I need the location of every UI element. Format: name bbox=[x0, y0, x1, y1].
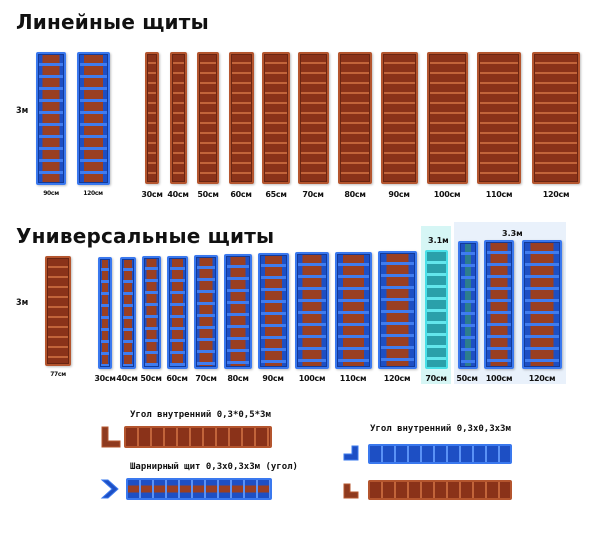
universal-red-panel-77 bbox=[45, 256, 71, 366]
linear-red-panel-70 bbox=[298, 52, 329, 184]
linear-red-panel-50 bbox=[197, 52, 219, 184]
linear-blue-label-90: 90см bbox=[43, 190, 59, 197]
universal-blue-panel-50 bbox=[142, 256, 161, 369]
linear-red-panel-40 bbox=[170, 52, 187, 184]
universal-height-label: 3м bbox=[16, 298, 29, 308]
universal-blue-label-50: 50см bbox=[140, 374, 162, 383]
universal-blue-label-60: 60см bbox=[166, 374, 188, 383]
universal-blue-panel-40 bbox=[120, 257, 136, 369]
group-3-1m-label: 3.1м bbox=[428, 236, 449, 245]
universal-3-1m-panel-70 bbox=[425, 250, 448, 369]
linear-red-label-100: 100см bbox=[433, 190, 461, 199]
linear-red-label-50: 50см bbox=[197, 190, 219, 199]
universal-blue-panel-110 bbox=[335, 252, 372, 369]
universal-3-3m-label-120: 120см bbox=[528, 374, 556, 383]
universal-blue-label-40: 40см bbox=[116, 374, 138, 383]
universal-blue-panel-70 bbox=[194, 255, 218, 369]
linear-red-label-70: 70см bbox=[302, 190, 324, 199]
linear-red-panel-65 bbox=[262, 52, 290, 184]
universal-blue-panel-90 bbox=[258, 253, 289, 369]
universal-3-3m-panel-120 bbox=[522, 240, 562, 369]
linear-red-panel-60 bbox=[229, 52, 254, 184]
linear-blue-panel-120 bbox=[77, 52, 110, 185]
inner-corner-red-small-icon bbox=[343, 483, 359, 499]
universal-blue-label-110: 110см bbox=[339, 374, 367, 383]
universal-blue-panel-80 bbox=[224, 254, 252, 369]
linear-red-panel-100 bbox=[427, 52, 468, 184]
linear-blue-panel-90 bbox=[36, 52, 66, 185]
linear-red-panel-80 bbox=[338, 52, 372, 184]
inner-corner-blue-icon bbox=[343, 445, 359, 461]
hinged-corner-label: Шарнирный щит 0,3x0,3x3м (угол) bbox=[130, 462, 298, 472]
universal-blue-label-30: 30см bbox=[94, 374, 116, 383]
universal-blue-label-90: 90см bbox=[262, 374, 284, 383]
group-3-3m-label: 3.3м bbox=[502, 229, 523, 238]
inner-corner-left-beam bbox=[124, 426, 272, 448]
linear-red-panel-120 bbox=[532, 52, 580, 184]
linear-blue-label-120: 120см bbox=[83, 190, 103, 197]
linear-red-label-60: 60см bbox=[230, 190, 252, 199]
inner-corner-left-label: Угол внутренний 0,3*0,5*3м bbox=[130, 410, 271, 420]
universal-blue-label-120: 120см bbox=[383, 374, 411, 383]
inner-corner-right-red-beam bbox=[368, 480, 512, 500]
inner-corner-right-label: Угол внутренний 0,3x0,3x3м bbox=[370, 424, 511, 434]
universal-3-1m-label-70: 70см bbox=[425, 374, 447, 383]
linear-height-label: 3м bbox=[16, 106, 29, 116]
universal-3-3m-panel-50 bbox=[458, 241, 478, 369]
linear-red-panel-90 bbox=[381, 52, 418, 184]
linear-red-label-90: 90см bbox=[388, 190, 410, 199]
universal-3-3m-label-100: 100см bbox=[485, 374, 513, 383]
universal-blue-panel-100 bbox=[295, 252, 329, 369]
linear-red-label-120: 120см bbox=[542, 190, 570, 199]
inner-corner-red-icon bbox=[101, 426, 121, 448]
linear-red-label-40: 40см bbox=[167, 190, 189, 199]
linear-panels-title: Линейные щиты bbox=[16, 10, 209, 34]
universal-3-3m-panel-100 bbox=[484, 240, 514, 369]
universal-blue-label-100: 100см bbox=[298, 374, 326, 383]
hinged-corner-beam bbox=[126, 478, 272, 500]
linear-red-panel-30 bbox=[145, 52, 159, 184]
linear-red-label-30: 30см bbox=[141, 190, 163, 199]
universal-blue-panel-120 bbox=[378, 251, 417, 369]
universal-red-label-77: 77см bbox=[50, 371, 66, 378]
linear-red-label-80: 80см bbox=[344, 190, 366, 199]
universal-blue-panel-60 bbox=[167, 256, 188, 369]
hinged-corner-icon bbox=[100, 479, 119, 499]
linear-red-label-65: 65см bbox=[265, 190, 287, 199]
linear-red-label-110: 110см bbox=[485, 190, 513, 199]
universal-blue-label-70: 70см bbox=[195, 374, 217, 383]
universal-blue-panel-30 bbox=[98, 257, 112, 369]
inner-corner-right-blue-beam bbox=[368, 444, 512, 464]
universal-3-3m-label-50: 50см bbox=[456, 374, 478, 383]
universal-panels-title: Универсальные щиты bbox=[16, 224, 275, 248]
linear-red-panel-110 bbox=[477, 52, 521, 184]
universal-blue-label-80: 80см bbox=[227, 374, 249, 383]
